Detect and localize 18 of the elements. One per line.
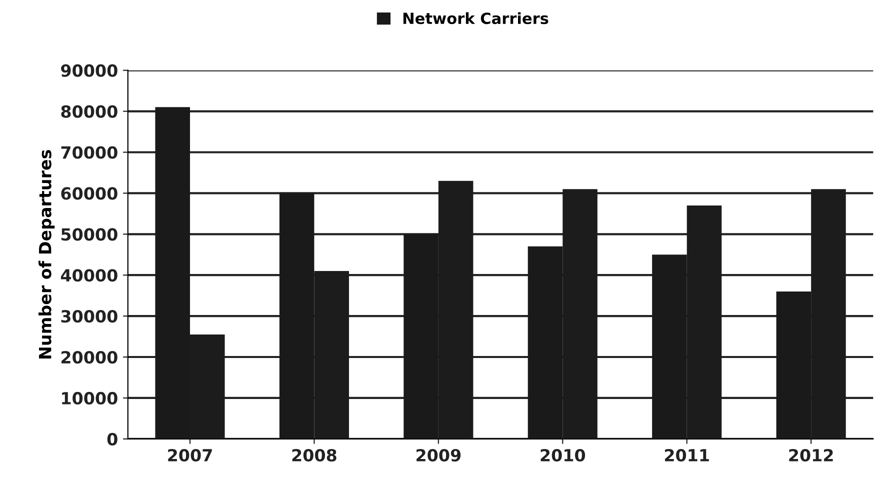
x-tick-label: 2011	[664, 448, 709, 462]
y-tick-label: 80000	[61, 105, 118, 118]
y-tick-label: 40000	[60, 269, 118, 282]
x-tick-label: 2012	[789, 448, 833, 462]
y-tick-label: 60000	[61, 187, 118, 200]
legend-label: Network Carriers	[403, 12, 548, 24]
x-tick-label: 2007	[168, 448, 212, 462]
y-tick-label: 10000	[62, 392, 118, 405]
y-tick-label: 50000	[61, 228, 118, 241]
y-tick-label: 0	[107, 432, 118, 446]
y-tick-label: 20000	[62, 350, 118, 364]
y-tick-label: 30000	[61, 310, 118, 323]
y-tick-label: 70000	[61, 146, 118, 159]
x-tick-label: 2008	[292, 448, 336, 462]
x-tick-label: 2010	[540, 448, 586, 462]
y-axis-title: Number of Departures	[38, 150, 55, 358]
x-tick-label: 2009	[416, 448, 461, 462]
y-tick-label: 90000	[61, 64, 118, 77]
